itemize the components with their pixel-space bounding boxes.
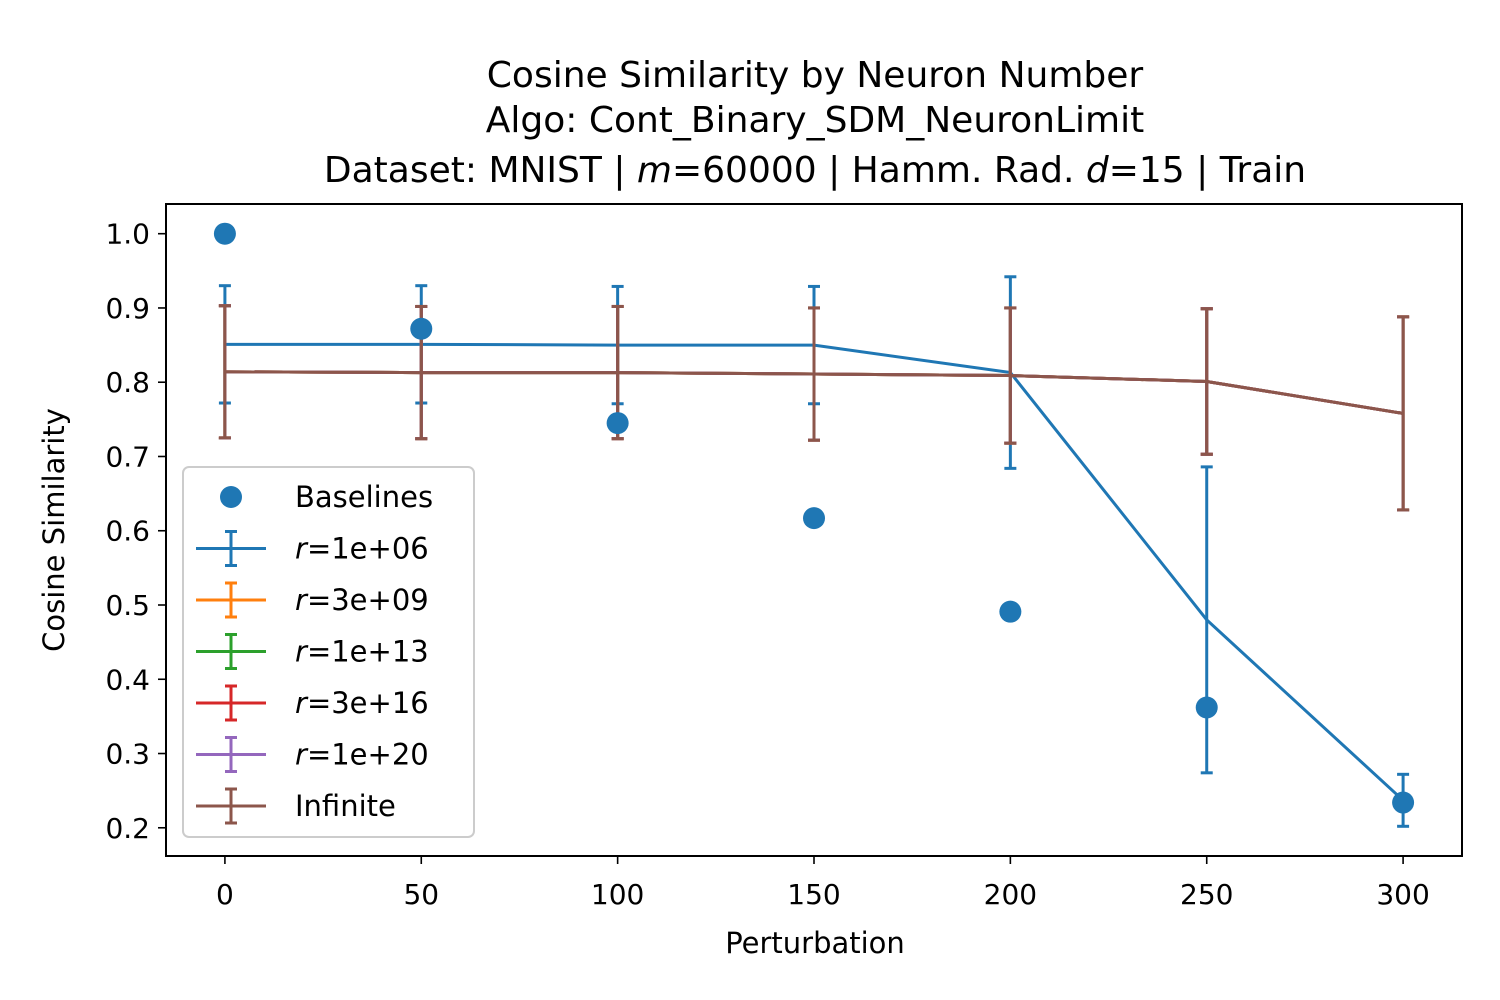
x-tick-label: 0	[216, 878, 234, 911]
title-line-1: Cosine Similarity by Neuron Number	[487, 55, 1144, 96]
baseline-point	[213, 222, 236, 245]
x-axis-label: Perturbation	[725, 926, 905, 960]
x-tick-label: 250	[1180, 878, 1233, 911]
legend-label-series-5: Infinite	[295, 789, 396, 823]
x-tick-label: 300	[1376, 878, 1429, 911]
series-5	[218, 304, 1410, 512]
y-tick-label: 0.8	[105, 366, 150, 399]
legend-var: r	[295, 635, 309, 669]
title-line-2: Algo: Cont_Binary_SDM_NeuronLimit	[486, 100, 1144, 141]
title-line-3: Dataset: MNIST | m=60000 | Hamm. Rad. d=…	[324, 150, 1306, 191]
legend-label-series-4: r=1e+20	[295, 738, 429, 772]
y-tick-label: 0.9	[105, 292, 150, 325]
baseline-point	[1195, 696, 1218, 719]
baseline-point	[410, 317, 433, 340]
y-tick-label: 0.3	[105, 738, 150, 771]
baseline-point	[999, 600, 1022, 623]
legend-label-series-2: r=1e+13	[295, 635, 429, 669]
legend-label-series-1: r=3e+09	[295, 583, 429, 617]
legend-text: =3e+09	[307, 583, 429, 617]
legend-text: =3e+16	[307, 686, 429, 720]
y-tick-label: 0.2	[105, 812, 150, 845]
baselines-series	[213, 222, 1415, 814]
title-line-3-part-a: Dataset: MNIST |	[324, 150, 637, 191]
legend-text: =1e+13	[307, 635, 429, 669]
y-tick-label: 0.6	[105, 515, 150, 548]
legend-marker-baselines	[220, 486, 242, 508]
legend-var: r	[295, 532, 309, 566]
legend-label-series-0: r=1e+06	[295, 532, 429, 566]
legend-var: r	[295, 738, 309, 772]
legend-var: r	[295, 686, 309, 720]
legend-text: =1e+06	[307, 532, 429, 566]
y-tick-label: 0.7	[105, 440, 150, 473]
legend-box	[182, 466, 475, 838]
legend-label-baselines: Baselines	[295, 480, 433, 514]
y-tick-label: 0.4	[105, 663, 150, 696]
baseline-point	[1392, 791, 1415, 814]
title-var-m: m	[637, 150, 672, 191]
title-line-3-part-c: =15 | Train	[1109, 150, 1306, 191]
y-tick-label: 0.5	[105, 589, 150, 622]
baseline-point	[606, 412, 629, 435]
legend-text: Infinite	[295, 789, 396, 823]
baseline-point	[803, 507, 825, 530]
x-tick-label: 150	[787, 878, 840, 911]
axes: 0 50 100 150 200 250 300 0.2 0.3 0.4 0.5 0.6 0.7 0.8 0…	[105, 203, 1463, 911]
x-tick-label: 200	[984, 878, 1037, 911]
plot-area	[213, 222, 1415, 828]
x-tick-label: 100	[591, 878, 644, 911]
series-line	[224, 370, 1404, 415]
y-tick-label: 1.0	[105, 218, 150, 251]
legend-label-series-3: r=3e+16	[295, 686, 429, 720]
y-axis-label: Cosine Similarity	[37, 408, 71, 652]
title-line-3-part-b: =60000 | Hamm. Rad.	[672, 150, 1086, 191]
legend: Baselinesr=1e+06r=3e+09r=1e+13r=3e+16r=1…	[182, 466, 475, 838]
title-var-d: d	[1086, 150, 1110, 191]
legend-text: =1e+20	[307, 738, 429, 772]
legend-var: r	[295, 583, 309, 617]
x-tick-label: 50	[403, 878, 439, 911]
chart-title: Cosine Similarity by Neuron Number Algo:…	[324, 55, 1306, 191]
